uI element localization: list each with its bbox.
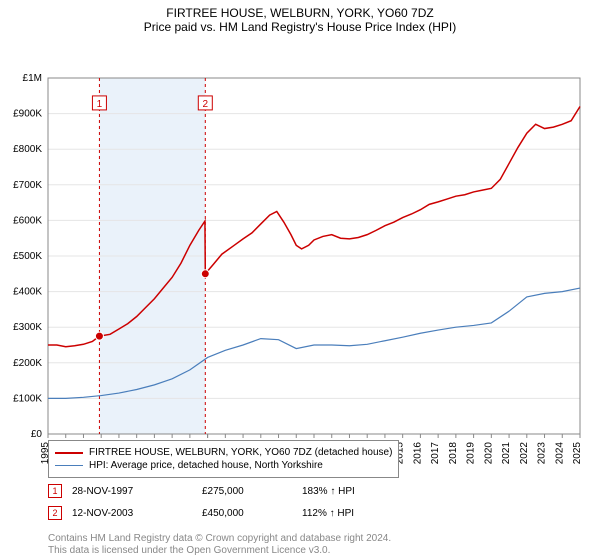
footer-line2: This data is licensed under the Open Gov…: [48, 545, 330, 556]
svg-text:2019: 2019: [466, 442, 477, 464]
svg-text:£700K: £700K: [13, 180, 42, 191]
svg-text:£300K: £300K: [13, 322, 42, 333]
svg-text:2016: 2016: [412, 442, 423, 464]
svg-text:£0: £0: [31, 429, 43, 440]
svg-text:2025: 2025: [572, 442, 583, 464]
svg-text:2021: 2021: [501, 442, 512, 464]
legend-row: HPI: Average price, detached house, Nort…: [55, 460, 392, 471]
svg-text:2022: 2022: [519, 442, 530, 464]
svg-text:2017: 2017: [430, 442, 441, 464]
sale-marker-icon: 2: [48, 506, 62, 520]
svg-text:2: 2: [203, 99, 209, 110]
chart-svg: £0 £100K £200K £300K £400K £500K £600K £700K £80…: [0, 34, 600, 464]
svg-text:1: 1: [97, 99, 103, 110]
footer-line1: Contains HM Land Registry data © Crown c…: [48, 533, 391, 544]
legend-box: FIRTREE HOUSE, WELBURN, YORK, YO60 7DZ (…: [48, 440, 399, 478]
svg-text:2020: 2020: [483, 442, 494, 464]
svg-text:£100K: £100K: [13, 393, 42, 404]
svg-text:2023: 2023: [537, 442, 548, 464]
sale-record: 128-NOV-1997£275,000183% ↑ HPI: [48, 484, 355, 498]
svg-text:£400K: £400K: [13, 287, 42, 298]
svg-text:£500K: £500K: [13, 251, 42, 262]
sale-record: 212-NOV-2003£450,000112% ↑ HPI: [48, 506, 354, 520]
svg-text:£600K: £600K: [13, 215, 42, 226]
chart-subtitle: Price paid vs. HM Land Registry's House …: [0, 20, 600, 34]
svg-text:£900K: £900K: [13, 109, 42, 120]
legend-row: FIRTREE HOUSE, WELBURN, YORK, YO60 7DZ (…: [55, 447, 392, 458]
svg-text:2018: 2018: [448, 442, 459, 464]
chart-container: FIRTREE HOUSE, WELBURN, YORK, YO60 7DZ P…: [0, 0, 600, 560]
svg-text:£200K: £200K: [13, 358, 42, 369]
svg-text:2024: 2024: [554, 442, 565, 464]
svg-text:£1M: £1M: [23, 73, 42, 84]
sale-marker-icon: 1: [48, 484, 62, 498]
svg-text:£800K: £800K: [13, 144, 42, 155]
chart-title: FIRTREE HOUSE, WELBURN, YORK, YO60 7DZ: [0, 0, 600, 20]
